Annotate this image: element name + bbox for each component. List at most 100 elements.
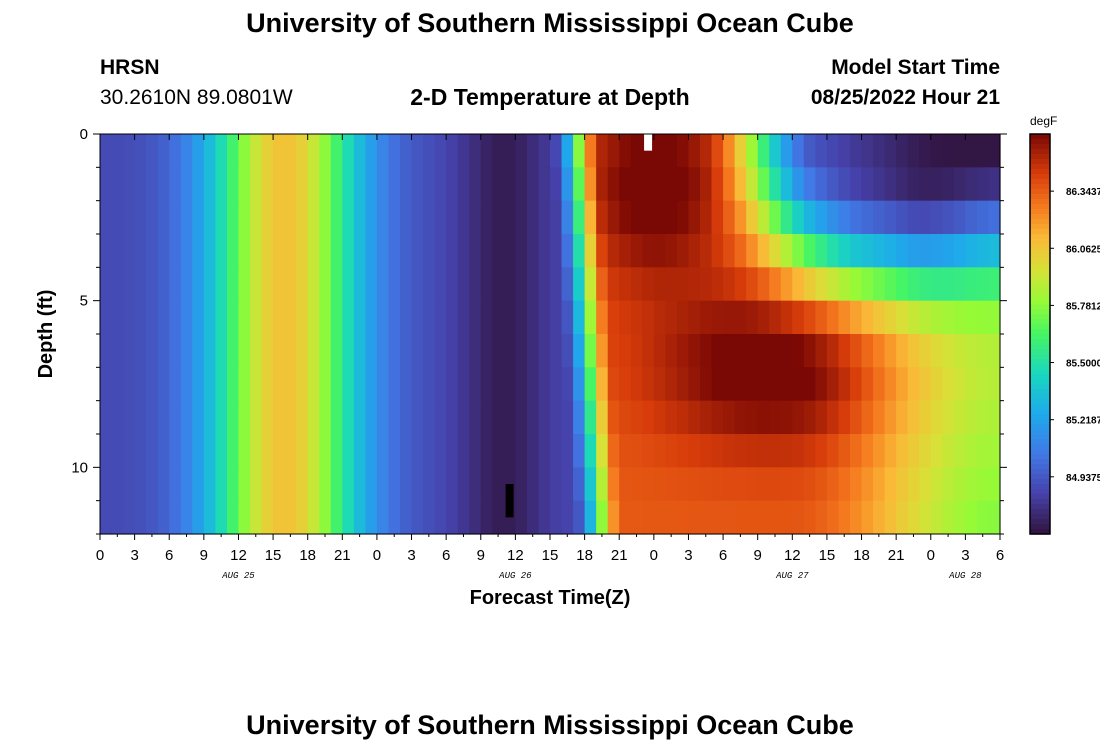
heatmap-cell [492, 300, 505, 335]
colorbar-segment [1030, 149, 1050, 155]
heatmap-cells [100, 134, 1001, 535]
heatmap-cell [769, 167, 782, 202]
heatmap-cell [111, 500, 124, 535]
heatmap-cell [584, 267, 597, 302]
heatmap-cell [411, 334, 424, 368]
heatmap-cell [261, 434, 274, 468]
heatmap-cell [723, 267, 736, 302]
heatmap-cell [976, 200, 990, 235]
heatmap-cell [388, 134, 401, 168]
heatmap-cell [700, 500, 713, 535]
colorbar-segment [1030, 329, 1050, 335]
heatmap-cell [169, 134, 182, 168]
heatmap-cell [803, 134, 816, 168]
heatmap-cell [492, 334, 505, 368]
heatmap-cell [815, 500, 828, 535]
heatmap-cell [884, 367, 897, 402]
heatmap-cell [296, 434, 309, 468]
heatmap-cell [330, 167, 343, 202]
heatmap-cell [734, 334, 747, 368]
heatmap-cell [284, 234, 297, 268]
heatmap-cell [700, 300, 713, 335]
colorbar-segment [1030, 409, 1050, 415]
heatmap-cell [111, 300, 124, 335]
heatmap-cell [192, 234, 205, 268]
heatmap-cell [123, 400, 136, 435]
heatmap-cell [157, 234, 170, 268]
heatmap-cell [550, 334, 563, 368]
heatmap-cell [261, 200, 274, 235]
heatmap-cell [492, 267, 505, 302]
colorbar-segment [1030, 139, 1050, 145]
heatmap-cell [238, 500, 251, 535]
heatmap-cell [769, 500, 782, 535]
heatmap-cell [400, 367, 413, 402]
date-label: AUG 27 [775, 571, 809, 581]
heatmap-cell [630, 234, 643, 268]
colorbar-segment [1030, 379, 1050, 385]
heatmap-cell [492, 134, 505, 168]
heatmap-cell [330, 500, 343, 535]
heatmap-cell [815, 367, 828, 402]
heatmap-cell [226, 234, 240, 268]
heatmap-cell [665, 167, 678, 202]
y-axis: 0 5 10 [71, 126, 1007, 535]
heatmap-cell [723, 300, 736, 335]
heatmap-cell [769, 434, 782, 468]
heatmap-cell [261, 267, 274, 302]
heatmap-cell [596, 500, 609, 535]
heatmap-cell [376, 400, 390, 435]
heatmap-cell [434, 234, 447, 268]
heatmap-cell [965, 267, 978, 302]
heatmap-cell [250, 400, 263, 435]
heatmap-cell [723, 200, 736, 235]
heatmap-cell [573, 434, 586, 468]
heatmap-cell [238, 400, 251, 435]
heatmap-cell [930, 167, 943, 202]
heatmap-cell [226, 367, 240, 402]
heatmap-cell [469, 467, 482, 502]
heatmap-cell [896, 234, 909, 268]
colorbar-segment [1030, 134, 1050, 140]
heatmap-cell [665, 134, 678, 168]
heatmap-cell [273, 434, 286, 468]
heatmap-cell [411, 400, 424, 435]
heatmap-cell [942, 200, 955, 235]
heatmap-cell [953, 200, 966, 235]
heatmap-cell [746, 500, 759, 535]
heatmap-cell [550, 134, 563, 168]
heatmap-cell [526, 434, 540, 468]
heatmap-cell [861, 367, 874, 402]
heatmap-cell [988, 500, 1001, 535]
heatmap-cell [953, 167, 966, 202]
colorbar-segment [1030, 529, 1050, 535]
heatmap-cell [676, 434, 690, 468]
heatmap-cell [134, 300, 147, 335]
heatmap-cell [630, 267, 643, 302]
heatmap-cell [538, 167, 551, 202]
heatmap-cell [642, 367, 655, 402]
heatmap-cell [434, 334, 447, 368]
heatmap-cell [411, 200, 424, 235]
heatmap-cell [330, 300, 343, 335]
heatmap-cell [192, 400, 205, 435]
heatmap-cell [273, 334, 286, 368]
heatmap-cell [157, 167, 170, 202]
heatmap-cell [215, 134, 228, 168]
heatmap-cell [550, 234, 563, 268]
heatmap-cell [250, 367, 263, 402]
heatmap-cell [884, 500, 897, 535]
heatmap-cell [803, 334, 816, 368]
heatmap-cell [584, 167, 597, 202]
heatmap-cell [734, 267, 747, 302]
heatmap-cell [134, 234, 147, 268]
heatmap-cell [307, 500, 320, 535]
heatmap-cell [146, 500, 159, 535]
heatmap-cell [226, 334, 240, 368]
colorbar-segment [1030, 194, 1050, 200]
colorbar-segment [1030, 294, 1050, 300]
heatmap-cell [111, 400, 124, 435]
heatmap-cell [492, 167, 505, 202]
heatmap-cell [203, 234, 216, 268]
colorbar-tick-label: 86.3437 [1066, 187, 1100, 198]
